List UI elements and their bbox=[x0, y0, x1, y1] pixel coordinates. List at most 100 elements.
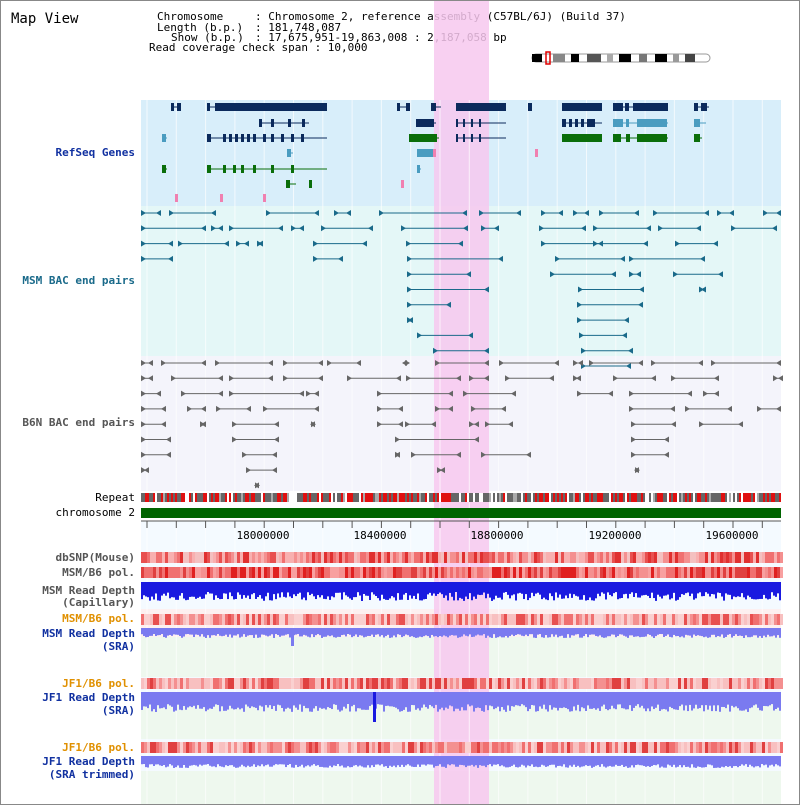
dbsnp-heat-cell bbox=[342, 552, 345, 563]
repeat-feature bbox=[407, 493, 409, 502]
b6n-bac-pairs-track[interactable] bbox=[141, 360, 783, 489]
chromosome-ideogram[interactable] bbox=[531, 51, 711, 65]
track-label-chromosome: chromosome 2 bbox=[55, 506, 135, 519]
dbsnp-heat-cell bbox=[414, 552, 417, 563]
msm-pol-heat-cell bbox=[573, 614, 576, 625]
jf1-pol-heat-cell bbox=[288, 742, 291, 753]
bac-end-marker bbox=[201, 421, 206, 428]
msm-depth-cap-bar bbox=[649, 582, 651, 599]
bac-end-marker bbox=[581, 225, 586, 232]
jf1-pol-heat-cell bbox=[432, 742, 435, 753]
jf1-depth-sra-bar bbox=[495, 692, 497, 709]
dbsnp-heat-cell bbox=[267, 552, 270, 563]
jf1-pol-heat-cell bbox=[306, 742, 309, 753]
jf1-pol-heat-cell bbox=[246, 678, 249, 689]
msm-depth-cap-bar bbox=[399, 582, 401, 600]
dbsnp-heat-cell bbox=[393, 552, 396, 563]
jf1-pol-heat-cell bbox=[708, 678, 711, 689]
gene-exon bbox=[162, 165, 166, 173]
page-title: Map View bbox=[11, 11, 79, 27]
msm-pol-heat-cell bbox=[279, 567, 282, 578]
jf1-pol-heat-cell bbox=[654, 742, 657, 753]
jf1-depth-sra-bar bbox=[157, 692, 159, 706]
msm-pol-heat-cell bbox=[636, 567, 639, 578]
jf1-pol-heat-cell bbox=[318, 678, 321, 689]
msm-pol-heat-cell bbox=[624, 567, 627, 578]
jf1-depth-sra-bar bbox=[771, 692, 773, 705]
msm-depth-cap-bar bbox=[405, 582, 407, 593]
jf1-pol-heat-cell bbox=[381, 678, 384, 689]
jf1-depth-sra-bar bbox=[745, 692, 747, 710]
jf1-depth-trim-bar bbox=[221, 756, 223, 767]
msm-depth-sra-bar bbox=[407, 628, 409, 636]
msm-depth-cap-bar bbox=[767, 582, 769, 600]
jf1-pol-heat-cell bbox=[543, 742, 546, 753]
repeat-feature bbox=[383, 493, 385, 502]
dbsnp-heat-cell bbox=[774, 552, 777, 563]
gene-exon bbox=[528, 103, 532, 111]
msm-pol-heat-cell bbox=[753, 567, 756, 578]
msm-depth-cap-bar bbox=[443, 582, 445, 598]
repeat-feature bbox=[775, 493, 777, 502]
dbsnp-heat-cell bbox=[618, 552, 621, 563]
gene-exon bbox=[271, 134, 274, 142]
msm-depth-sra-bar bbox=[627, 628, 629, 638]
msm-pol-heat-cell bbox=[756, 567, 759, 578]
jf1-pol-heat-cell bbox=[339, 678, 342, 689]
msm-pol-heat-cell bbox=[759, 567, 762, 578]
jf1-depth-trim-bar bbox=[249, 756, 251, 767]
msm-depth-cap-bar bbox=[591, 582, 593, 601]
repeat-feature bbox=[275, 493, 277, 502]
jf1-depth-trim-bar bbox=[745, 756, 747, 765]
jf1-pol-heat-cell bbox=[507, 678, 510, 689]
jf1-pol-heat-cell bbox=[210, 742, 213, 753]
jf1-depth-sra-bar bbox=[651, 692, 653, 707]
repeat-track[interactable] bbox=[141, 493, 781, 502]
bac-end-marker bbox=[727, 405, 732, 412]
jf1-depth-trim-bar bbox=[337, 756, 339, 765]
msm-bac-pairs-track[interactable] bbox=[141, 210, 781, 369]
jf1-pol-heat-cell bbox=[174, 742, 177, 753]
bac-end-marker bbox=[377, 405, 382, 412]
jf1-depth-sra-bar bbox=[399, 692, 401, 712]
jf1-depth-sra-bar bbox=[177, 692, 179, 705]
msm-pol-heat-cell bbox=[309, 567, 312, 578]
msm-pol-heat-cell bbox=[618, 567, 621, 578]
dbsnp-heat-cell bbox=[495, 552, 498, 563]
repeat-feature bbox=[705, 493, 707, 502]
refseq-genes-track[interactable] bbox=[162, 103, 709, 202]
jf1-pol-heat-cell bbox=[234, 742, 237, 753]
jf1-depth-sra-bar bbox=[665, 692, 667, 710]
msm-depth-cap-bar bbox=[329, 582, 331, 600]
bac-end-marker bbox=[718, 271, 723, 278]
msm-pol-heat-cell bbox=[198, 614, 201, 625]
msm-depth-sra-bar bbox=[311, 628, 313, 635]
msm-pol-heat-cell bbox=[555, 567, 558, 578]
jf1-depth-sra-bar bbox=[773, 692, 775, 711]
jf1-depth-sra-bar bbox=[513, 692, 515, 707]
jf1-pol-heat-cell bbox=[171, 742, 174, 753]
repeat-feature bbox=[461, 493, 463, 502]
msm-depth-cap-bar bbox=[415, 582, 417, 600]
jf1-pol-heat-cell bbox=[342, 742, 345, 753]
dbsnp-heat-cell bbox=[645, 552, 648, 563]
msm-pol-heat-cell bbox=[759, 614, 762, 625]
jf1-depth-sra-bar bbox=[725, 692, 727, 709]
repeat-feature bbox=[583, 493, 585, 502]
polymorphism-heat-strips[interactable] bbox=[141, 552, 783, 753]
read-depth-tracks[interactable] bbox=[141, 582, 781, 768]
repeat-feature bbox=[523, 493, 525, 502]
msm-pol-heat-cell bbox=[450, 567, 453, 578]
repeat-feature bbox=[629, 493, 631, 502]
jf1-depth-trim-bar bbox=[551, 756, 553, 765]
dbsnp-heat-cell bbox=[534, 552, 537, 563]
jf1-depth-trim-bar bbox=[427, 756, 429, 765]
msm-pol-heat-cell bbox=[309, 614, 312, 625]
msm-depth-cap-bar bbox=[535, 582, 537, 594]
track-label-jf1-depth-trim-sub: (SRA trimmed) bbox=[48, 768, 135, 781]
msm-pol-heat-cell bbox=[444, 567, 447, 578]
jf1-depth-sra-bar bbox=[631, 692, 633, 711]
repeat-feature bbox=[347, 493, 349, 502]
msm-depth-cap-bar bbox=[699, 582, 701, 593]
